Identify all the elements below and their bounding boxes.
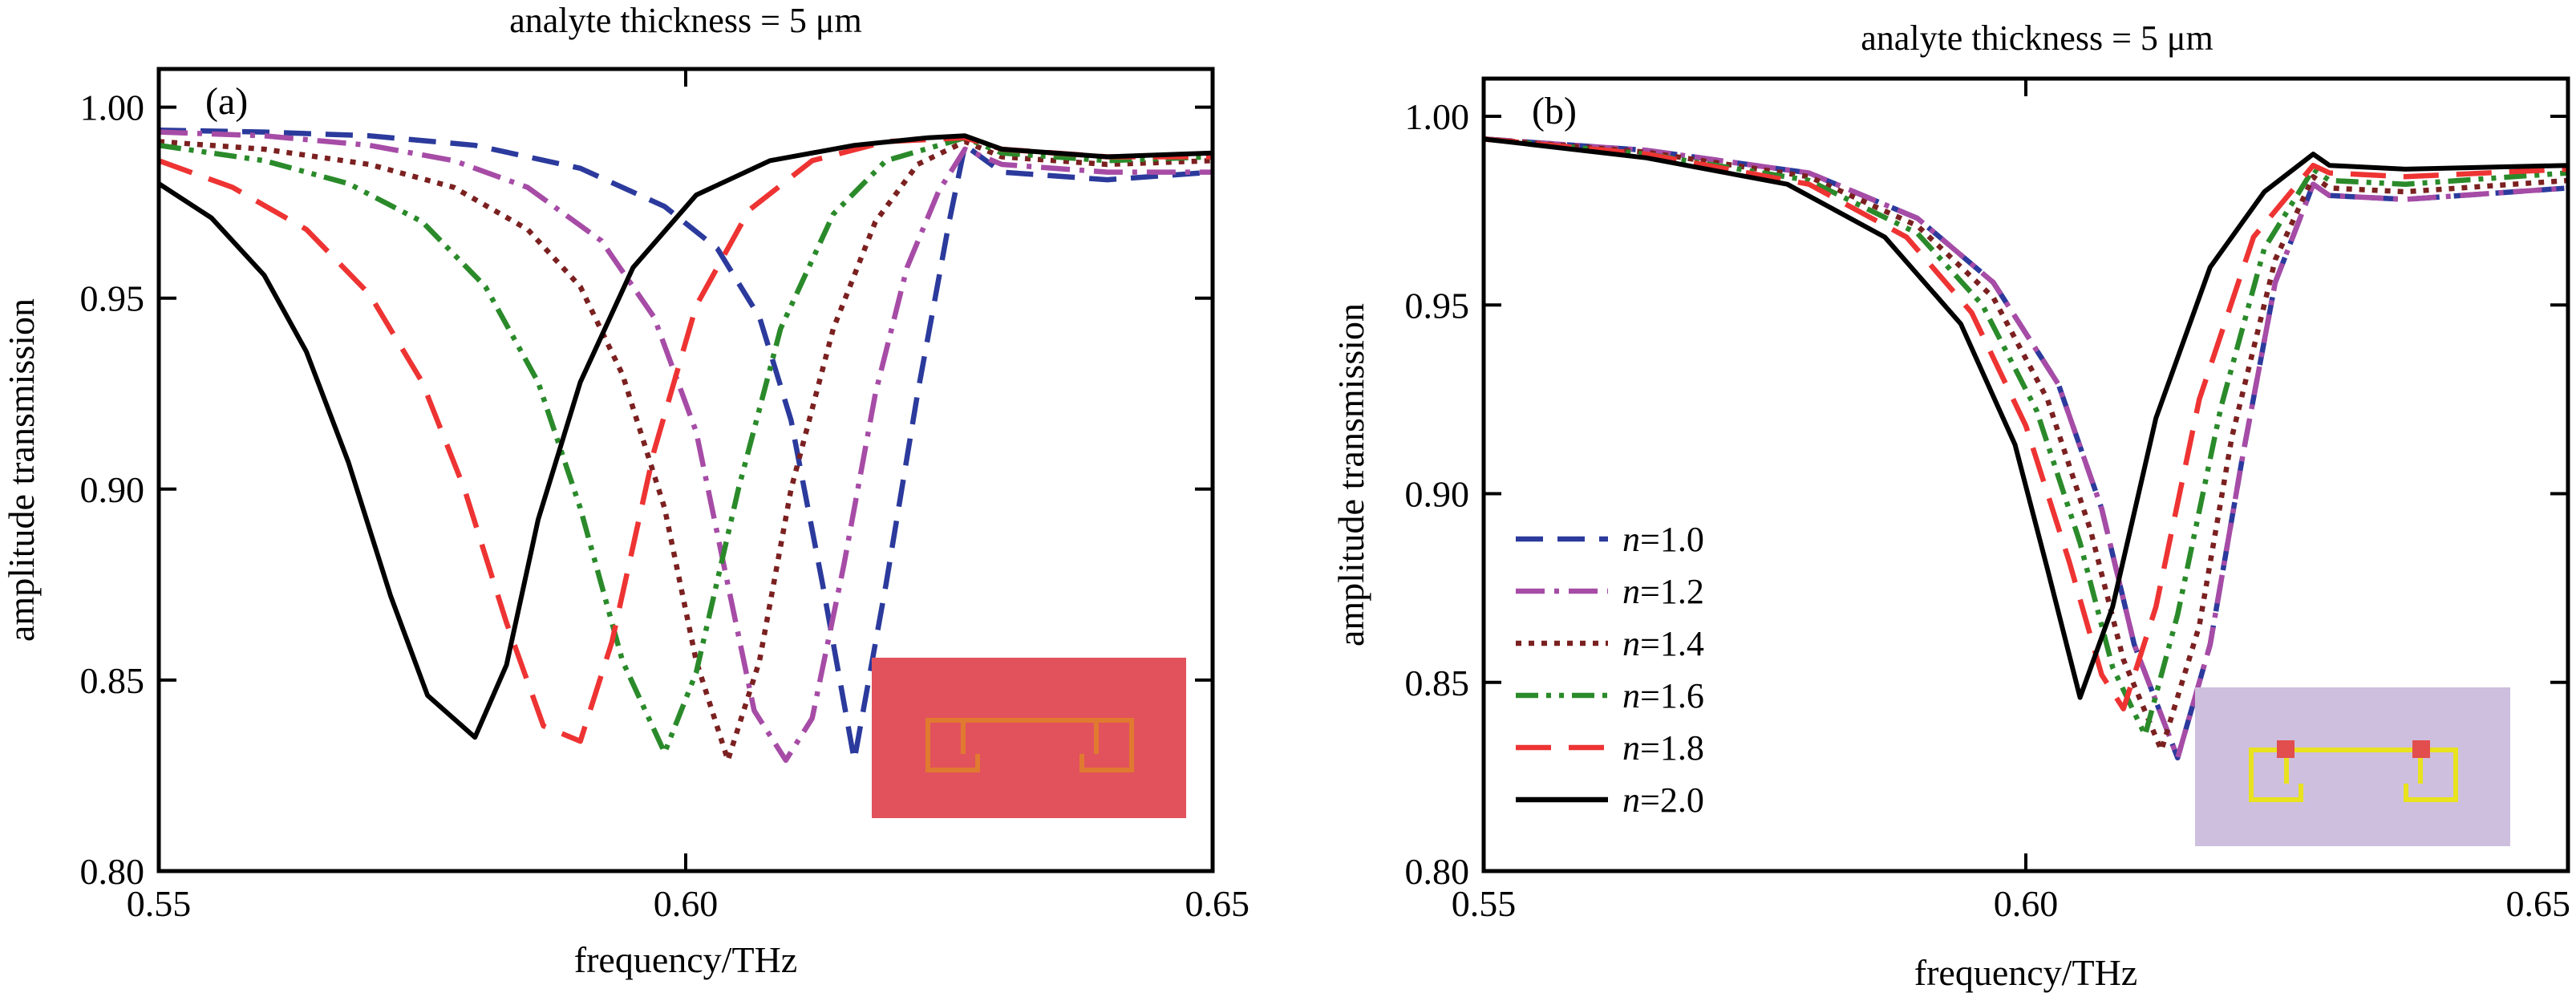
series-line-5 [1484, 136, 2568, 711]
y-tick-label: 0.90 [80, 469, 145, 510]
panel-b: analyte thickness = 5 μm 0.80 0.85 0.90 0.95… [1331, 18, 2570, 993]
legend-var: n [1622, 676, 1640, 715]
x-tick-label: 0.60 [654, 883, 719, 924]
y-tick-label: 0.85 [1405, 663, 1470, 703]
x-axis-label: frequency/THz [1914, 952, 2137, 993]
legend-entry-3: n=1.4 [1622, 624, 1704, 663]
y-tick-label: 0.80 [1405, 851, 1470, 892]
series-line-1 [1484, 136, 2568, 761]
panel-label: (b) [1532, 90, 1577, 132]
legend-var: n [1622, 572, 1640, 611]
y-tick-label: 0.85 [80, 660, 145, 701]
series-line-6 [159, 133, 1213, 740]
legend-value: =1.2 [1640, 572, 1704, 611]
y-tick-label: 1.00 [1405, 96, 1470, 137]
legend-value: =1.0 [1640, 520, 1704, 559]
x-tick-label: 0.60 [1994, 883, 2059, 924]
legend-entry-6: n=2.0 [1622, 780, 1704, 820]
legend-entry-4: n=1.6 [1622, 676, 1704, 715]
y-tick-label: 0.90 [1405, 474, 1470, 515]
series-line-6 [1484, 136, 2568, 700]
x-tick-label: 0.65 [2506, 883, 2571, 924]
series-line-4 [1484, 136, 2568, 738]
y-tick-label: 0.95 [80, 278, 145, 319]
x-tick-label: 0.55 [1452, 883, 1517, 924]
y-tick-label: 0.80 [80, 851, 145, 892]
series-line-3 [1484, 136, 2568, 753]
legend-entry-5: n=1.8 [1622, 728, 1704, 768]
y-axis-label: amplitude transmission [1, 298, 42, 642]
legend-value: =1.4 [1640, 624, 1704, 663]
legend-entry-1: n=1.0 [1622, 520, 1704, 559]
series-line-3 [159, 139, 1213, 764]
legend-var: n [1622, 520, 1640, 559]
series-line-4 [159, 135, 1213, 756]
legend-var: n [1622, 780, 1640, 820]
series-line-5 [159, 135, 1213, 744]
series-line-2 [159, 129, 1213, 764]
panel-a: analyte thickness = 5 μm 0.80 0.85 0.90 0.95… [1, 1, 1250, 980]
x-tick-label: 0.65 [1185, 883, 1250, 924]
chart-title: analyte thickness = 5 μm [509, 1, 861, 40]
legend-var: n [1622, 728, 1640, 768]
x-tick-label: 0.55 [127, 883, 192, 924]
legend-value: =2.0 [1640, 780, 1704, 820]
panel-label: (a) [205, 80, 248, 123]
legend-value: =1.6 [1640, 676, 1704, 715]
y-tick-label: 0.95 [1405, 285, 1470, 326]
legend-value: =1.8 [1640, 728, 1704, 768]
legend-var: n [1622, 624, 1640, 663]
y-axis-label: amplitude transmission [1331, 303, 1371, 646]
legend-entry-2: n=1.2 [1622, 572, 1704, 611]
chart-title: analyte thickness = 5 μm [1861, 18, 2213, 58]
y-tick-label: 1.00 [80, 87, 145, 128]
legend: n=1.0n=1.2n=1.4n=1.6n=1.8n=2.0 [1516, 520, 1704, 820]
series-line-1 [159, 127, 1213, 764]
resonator-inset-image [872, 658, 1186, 818]
resonator-inset-image [2195, 687, 2510, 846]
series-line-2 [1484, 136, 2568, 761]
x-axis-label: frequency/THz [574, 939, 797, 980]
